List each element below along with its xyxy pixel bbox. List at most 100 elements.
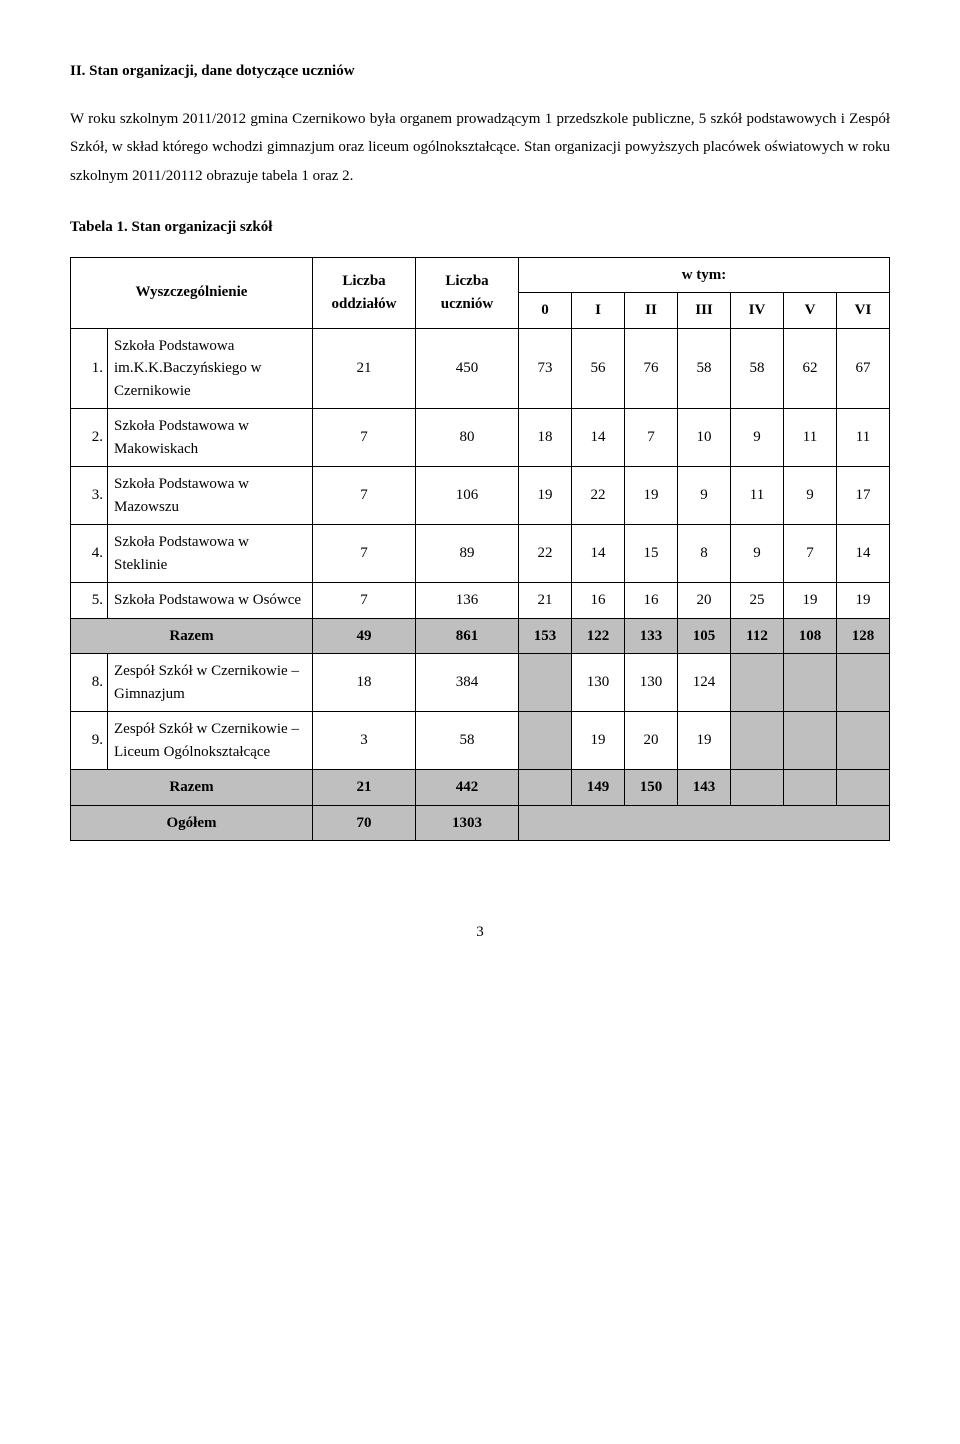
cell: 19 xyxy=(625,467,678,525)
cell: 16 xyxy=(572,583,625,619)
section-heading: II. Stan organizacji, dane dotyczące ucz… xyxy=(70,60,890,83)
cell: 9 xyxy=(731,409,784,467)
cell: 7 xyxy=(313,525,416,583)
cell: 19 xyxy=(837,583,890,619)
ogolem-label: Ogółem xyxy=(71,805,313,841)
cell: 124 xyxy=(678,654,731,712)
cell: 17 xyxy=(837,467,890,525)
col-liczba-oddzialow: Liczba oddziałów xyxy=(313,257,416,328)
col-grade-2: II xyxy=(625,293,678,329)
cell: 62 xyxy=(784,328,837,409)
col-grade-0: 0 xyxy=(519,293,572,329)
row-index: 1. xyxy=(71,328,108,409)
cell: 153 xyxy=(519,618,572,654)
total-row: Ogółem 70 1303 xyxy=(71,805,890,841)
cell: 384 xyxy=(416,654,519,712)
cell: 149 xyxy=(572,770,625,806)
cell: 112 xyxy=(731,618,784,654)
cell: 7 xyxy=(784,525,837,583)
table-caption: Tabela 1. Stan organizacji szkół xyxy=(70,216,890,239)
cell xyxy=(837,654,890,712)
col-grade-3: III xyxy=(678,293,731,329)
col-grade-1: I xyxy=(572,293,625,329)
cell: 49 xyxy=(313,618,416,654)
row-name: Szkoła Podstawowa w Steklinie xyxy=(108,525,313,583)
table-row: 2. Szkoła Podstawowa w Makowiskach 7 80 … xyxy=(71,409,890,467)
cell: 14 xyxy=(572,525,625,583)
cell: 21 xyxy=(313,328,416,409)
col-grade-4: IV xyxy=(731,293,784,329)
cell: 442 xyxy=(416,770,519,806)
cell: 14 xyxy=(572,409,625,467)
cell: 18 xyxy=(519,409,572,467)
col-liczba-uczniow: Liczba uczniów xyxy=(416,257,519,328)
page-number: 3 xyxy=(70,921,890,944)
col-grade-5: V xyxy=(784,293,837,329)
subtotal-row: Razem 21 442 149 150 143 xyxy=(71,770,890,806)
cell: 108 xyxy=(784,618,837,654)
cell: 22 xyxy=(519,525,572,583)
cell: 14 xyxy=(837,525,890,583)
cell: 15 xyxy=(625,525,678,583)
row-name: Szkoła Podstawowa im.K.K.Baczyńskiego w … xyxy=(108,328,313,409)
organization-table: Wyszczególnienie Liczba oddziałów Liczba… xyxy=(70,257,890,842)
cell: 133 xyxy=(625,618,678,654)
cell: 105 xyxy=(678,618,731,654)
cell: 80 xyxy=(416,409,519,467)
cell: 128 xyxy=(837,618,890,654)
cell xyxy=(731,712,784,770)
table-row: 3. Szkoła Podstawowa w Mazowszu 7 106 19… xyxy=(71,467,890,525)
col-wyszczegolnienie: Wyszczególnienie xyxy=(71,257,313,328)
row-index: 4. xyxy=(71,525,108,583)
cell xyxy=(519,770,572,806)
cell xyxy=(519,712,572,770)
cell: 122 xyxy=(572,618,625,654)
cell xyxy=(519,654,572,712)
cell: 58 xyxy=(731,328,784,409)
cell: 19 xyxy=(784,583,837,619)
cell: 7 xyxy=(625,409,678,467)
cell: 1303 xyxy=(416,805,519,841)
row-index: 8. xyxy=(71,654,108,712)
intro-paragraph: W roku szkolnym 2011/2012 gmina Czerniko… xyxy=(70,105,890,191)
cell: 21 xyxy=(519,583,572,619)
cell: 25 xyxy=(731,583,784,619)
cell: 73 xyxy=(519,328,572,409)
cell: 20 xyxy=(678,583,731,619)
cell xyxy=(731,654,784,712)
cell: 70 xyxy=(313,805,416,841)
cell: 58 xyxy=(678,328,731,409)
cell: 20 xyxy=(625,712,678,770)
subtotal-row: Razem 49 861 153 122 133 105 112 108 128 xyxy=(71,618,890,654)
cell xyxy=(784,712,837,770)
col-grade-6: VI xyxy=(837,293,890,329)
cell: 18 xyxy=(313,654,416,712)
row-name: Zespół Szkół w Czernikowie – Liceum Ogól… xyxy=(108,712,313,770)
table-row: 5. Szkoła Podstawowa w Osówce 7 136 21 1… xyxy=(71,583,890,619)
cell xyxy=(837,712,890,770)
razem-label: Razem xyxy=(71,618,313,654)
cell: 450 xyxy=(416,328,519,409)
cell: 7 xyxy=(313,467,416,525)
cell: 21 xyxy=(313,770,416,806)
cell: 9 xyxy=(731,525,784,583)
cell: 8 xyxy=(678,525,731,583)
cell: 130 xyxy=(572,654,625,712)
cell: 143 xyxy=(678,770,731,806)
table-row: 8. Zespół Szkół w Czernikowie – Gimnazju… xyxy=(71,654,890,712)
cell: 861 xyxy=(416,618,519,654)
cell: 106 xyxy=(416,467,519,525)
cell xyxy=(784,654,837,712)
row-name: Szkoła Podstawowa w Mazowszu xyxy=(108,467,313,525)
cell: 130 xyxy=(625,654,678,712)
cell: 9 xyxy=(678,467,731,525)
row-index: 3. xyxy=(71,467,108,525)
cell: 67 xyxy=(837,328,890,409)
cell: 19 xyxy=(572,712,625,770)
cell: 3 xyxy=(313,712,416,770)
cell xyxy=(519,805,890,841)
cell xyxy=(731,770,784,806)
cell: 19 xyxy=(519,467,572,525)
cell: 150 xyxy=(625,770,678,806)
row-index: 5. xyxy=(71,583,108,619)
